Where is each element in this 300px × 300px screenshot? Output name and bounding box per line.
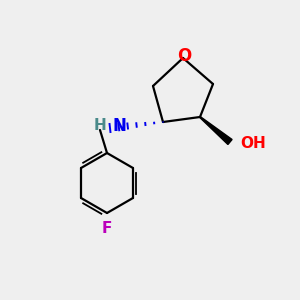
Text: F: F <box>102 221 112 236</box>
Text: N: N <box>112 117 126 135</box>
Polygon shape <box>200 117 232 145</box>
Text: OH: OH <box>240 136 266 151</box>
Text: O: O <box>177 47 191 65</box>
Text: H: H <box>93 118 106 133</box>
